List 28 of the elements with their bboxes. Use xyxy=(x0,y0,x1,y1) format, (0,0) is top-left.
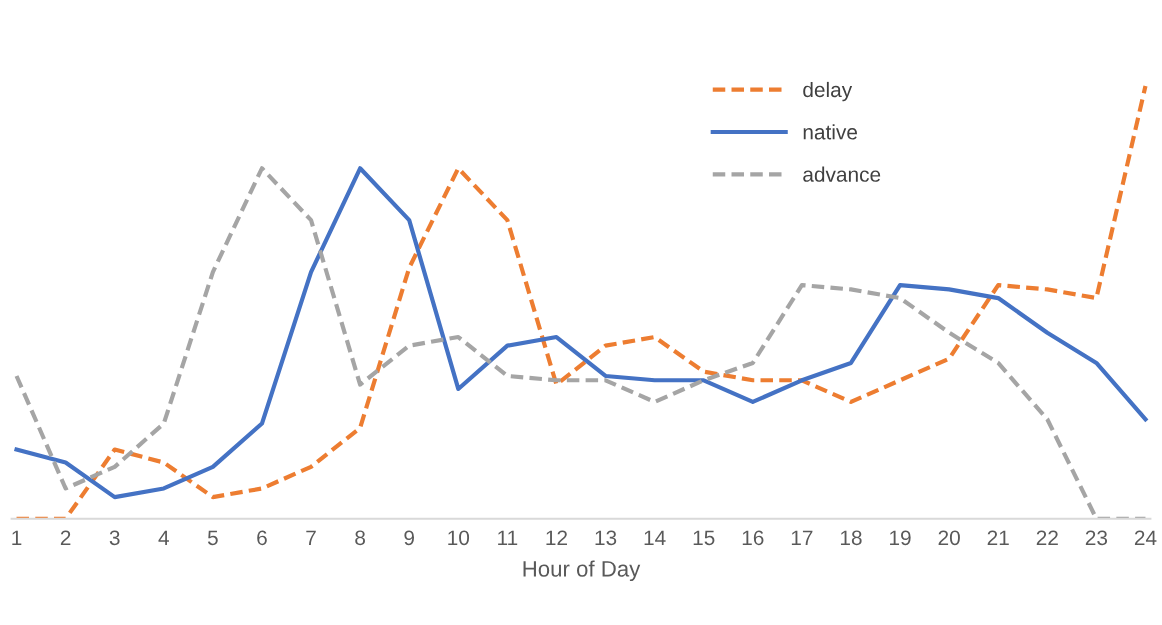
x-tick-label: 18 xyxy=(840,530,862,546)
legend-label: native xyxy=(803,124,858,140)
x-tick-label: 11 xyxy=(498,530,518,545)
x-tick-label: 7 xyxy=(306,530,316,545)
x-axis-title: Hour of Day xyxy=(523,560,641,582)
x-tick-label: 5 xyxy=(207,530,218,546)
x-tick-label: 24 xyxy=(1134,530,1157,545)
x-tick-label: 23 xyxy=(1085,530,1108,546)
x-tick-label: 22 xyxy=(1036,530,1058,545)
x-tick-label: 13 xyxy=(595,530,617,546)
x-tick-label: 19 xyxy=(890,530,911,546)
x-tick-label: 16 xyxy=(742,530,764,546)
x-tick-label: 10 xyxy=(448,530,470,546)
x-tick-label: 2 xyxy=(60,530,71,545)
x-tick-label: 12 xyxy=(546,530,567,545)
x-tick-label: 8 xyxy=(355,530,366,546)
x-tick-label: 20 xyxy=(938,530,960,546)
x-tick-label: 3 xyxy=(109,530,120,546)
x-tick-label: 6 xyxy=(257,530,267,546)
legend-label: advance xyxy=(803,166,881,182)
x-tick-label: 4 xyxy=(158,530,169,545)
x-tick-label: 15 xyxy=(693,530,715,546)
x-tick-label: 17 xyxy=(791,530,813,545)
x-tick-label: 1 xyxy=(12,530,22,545)
legend-label: delay xyxy=(803,81,853,102)
x-tick-label: 9 xyxy=(404,530,415,546)
x-tick-label: 21 xyxy=(987,530,1009,545)
x-tick-label: 14 xyxy=(644,530,666,545)
